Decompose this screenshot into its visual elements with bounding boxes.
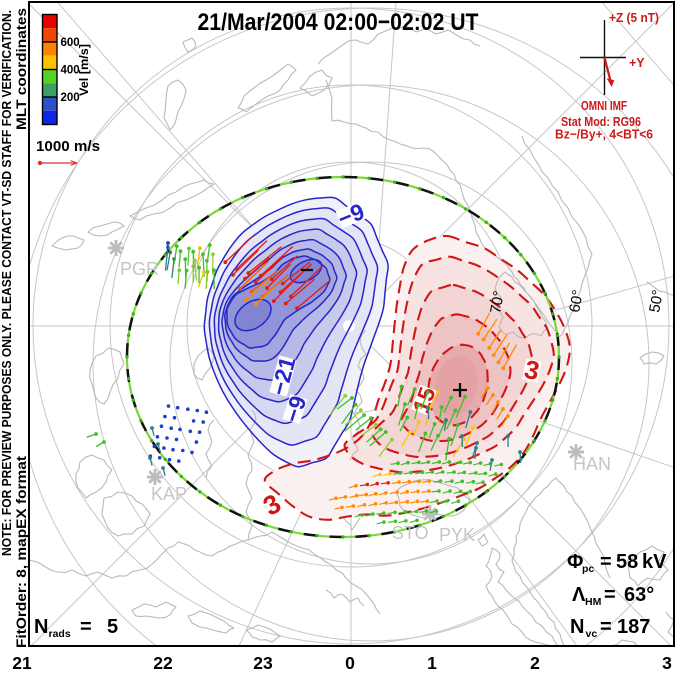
- svg-text:23: 23: [253, 653, 273, 673]
- svg-text:Bz−/By+, 4<BT<6: Bz−/By+, 4<BT<6: [555, 127, 653, 142]
- svg-text:KAP: KAP: [151, 484, 187, 504]
- svg-text:3: 3: [662, 653, 672, 673]
- svg-text:HAN: HAN: [573, 454, 611, 474]
- svg-text:OMNI IMF: OMNI IMF: [581, 98, 627, 113]
- svg-text:+Z (5 nT): +Z (5 nT): [609, 11, 659, 25]
- svg-text:600: 600: [61, 37, 80, 49]
- svg-text:ΛHM=63°: ΛHM=63°: [572, 584, 654, 608]
- svg-text:21: 21: [12, 653, 32, 673]
- svg-text:200: 200: [61, 92, 80, 104]
- svg-text:400: 400: [61, 65, 80, 77]
- svg-text:Nvc=187: Nvc=187: [570, 616, 650, 640]
- svg-text:1: 1: [427, 653, 437, 673]
- svg-text:MLT coordinates: MLT coordinates: [13, 8, 29, 130]
- svg-text:+Y: +Y: [629, 56, 645, 70]
- svg-text:22: 22: [153, 653, 173, 673]
- svg-text:Vel [m/s]: Vel [m/s]: [79, 44, 91, 96]
- svg-text:NOTE: FOR PREVIEW PURPOSES ONL: NOTE: FOR PREVIEW PURPOSES ONLY. PLEASE …: [0, 10, 14, 556]
- svg-text:1000 m/s: 1000 m/s: [36, 138, 100, 155]
- svg-text:FitOrder: 8, mapEX format: FitOrder: 8, mapEX format: [14, 455, 29, 648]
- svg-text:STO: STO: [392, 523, 429, 543]
- svg-text:21/Mar/2004 02:00−02:02 UT: 21/Mar/2004 02:00−02:02 UT: [198, 9, 479, 36]
- svg-text:0: 0: [345, 653, 355, 673]
- svg-text:PYK: PYK: [439, 525, 475, 545]
- svg-text:2: 2: [530, 653, 540, 673]
- svg-text:PGR: PGR: [120, 259, 159, 279]
